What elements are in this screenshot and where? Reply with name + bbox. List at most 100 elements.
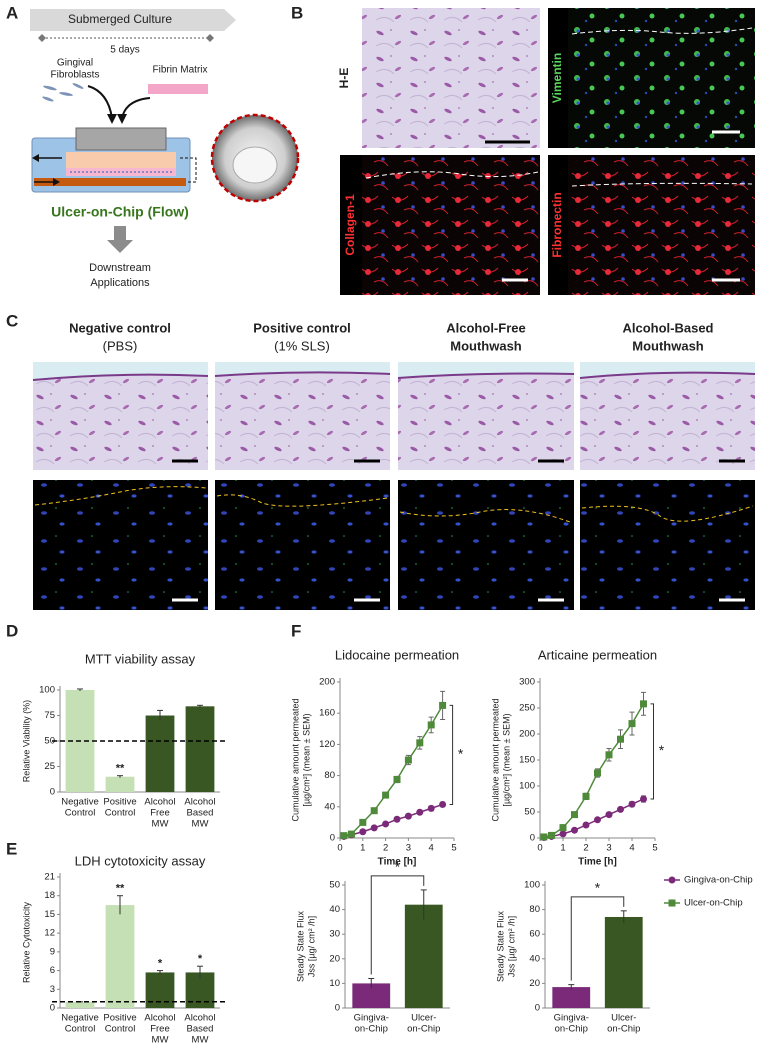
x-tick-label: Control	[105, 808, 136, 819]
shape	[42, 96, 54, 102]
bracket-label: *	[458, 746, 464, 762]
marker	[548, 831, 555, 839]
marker	[393, 815, 401, 823]
y-tick-label: 30	[329, 929, 340, 940]
bar	[604, 916, 643, 1008]
x-tick-label: 1	[360, 843, 365, 854]
y-axis-label: Jss [µg/ cm² /h]	[506, 916, 516, 977]
legend-marker	[668, 899, 676, 907]
x-tick-label: 2	[583, 843, 588, 854]
micrograph	[362, 8, 540, 148]
y-axis-label: Steady State Flux	[295, 910, 305, 982]
y-tick-label: 50	[524, 807, 535, 818]
x-tick-label: Alcohol	[184, 797, 215, 808]
x-tick-label: MW	[192, 1035, 209, 1046]
micrograph	[398, 362, 574, 470]
cells-label: Gingival	[57, 58, 93, 69]
marker	[640, 700, 647, 708]
output-label: Applications	[90, 277, 150, 289]
y-tick-label: 0	[50, 1003, 55, 1014]
marker	[571, 811, 578, 819]
marker	[559, 824, 567, 832]
x-tick-label: on-Chip	[555, 1024, 588, 1035]
cells-label: Fibroblasts	[51, 70, 100, 81]
shape	[72, 83, 84, 89]
stain-label: Vimentin	[550, 53, 564, 103]
y-axis-label: Cumulative amount permeated	[490, 698, 500, 821]
surface-line	[571, 182, 753, 187]
significance: **	[116, 883, 125, 895]
marker	[594, 816, 601, 824]
medium	[33, 362, 755, 380]
down-arrow	[107, 226, 133, 253]
y-tick-label: 0	[335, 1003, 340, 1014]
y-axis-label: Relative Cytotoxicity	[21, 901, 31, 983]
y-tick-label: 40	[329, 904, 340, 915]
x-axis-label: Time [h]	[378, 857, 417, 868]
x-tick-label: Alcohol	[144, 797, 175, 808]
y-tick-label: 0	[535, 1003, 540, 1014]
x-tick-label: 0	[537, 843, 542, 854]
y-axis-label: [µg/cm²] (mean ± SEM)	[301, 713, 311, 806]
chart-title: MTT viability assay	[85, 651, 196, 666]
x-tick-label: 5	[652, 843, 657, 854]
y-tick-label: 9	[50, 946, 55, 957]
y-tick-label: 300	[519, 677, 535, 688]
chart-title: Articaine permeation	[538, 647, 657, 662]
micrograph	[33, 362, 208, 470]
y-tick-label: 80	[529, 904, 540, 915]
condition-title: Negative control	[69, 320, 171, 335]
significance: **	[116, 763, 125, 775]
stain-label: Collagen-1	[343, 194, 357, 256]
flow-arrow-head	[53, 178, 60, 186]
label-strip	[340, 155, 362, 295]
x-tick-label: Free	[150, 1024, 170, 1035]
micrograph	[548, 8, 755, 148]
y-tick-label: 21	[44, 872, 55, 883]
marker	[582, 792, 590, 800]
x-tick-label: MW	[192, 819, 209, 830]
y-tick-label: 20	[329, 953, 340, 964]
y-axis-label: Relative Viability (%)	[21, 700, 31, 782]
y-tick-label: 100	[519, 781, 535, 792]
chip-photo-well	[232, 146, 278, 184]
surface-line	[571, 27, 753, 35]
y-tick-label: 150	[519, 755, 535, 766]
y-tick-label: 0	[50, 787, 55, 798]
bar	[185, 706, 215, 792]
marker	[370, 807, 378, 815]
marker	[404, 756, 412, 764]
scale-bars	[172, 459, 745, 602]
y-tick-label: 80	[324, 770, 335, 781]
arrows	[87, 85, 151, 119]
bracket	[370, 875, 425, 975]
condition-title: Mouthwash	[632, 338, 704, 353]
x-tick-label: MW	[152, 1035, 169, 1046]
matrix-swatch	[148, 84, 208, 94]
legend-label: Gingiva-on-Chip	[684, 875, 753, 886]
y-tick-label: 40	[324, 801, 335, 812]
marker	[416, 739, 424, 747]
series-line	[543, 703, 645, 838]
marker	[439, 701, 447, 709]
panel-label: A	[6, 3, 18, 22]
marker	[370, 824, 378, 832]
x-tick-label: Positive	[103, 797, 136, 808]
x-tick-label: Ulcer-	[411, 1013, 436, 1024]
x-axis-label: Time [h]	[578, 857, 617, 868]
marker	[382, 791, 390, 799]
condition-title: Mouthwash	[450, 338, 522, 353]
y-tick-label: 40	[529, 953, 540, 964]
y-tick-label: 100	[39, 685, 55, 696]
micrograph	[33, 480, 208, 610]
bar	[404, 904, 443, 1008]
micrograph	[580, 362, 755, 470]
x-tick-label: Gingiva-	[354, 1013, 389, 1024]
series-line	[343, 803, 443, 838]
y-tick-label: 200	[319, 677, 335, 688]
micrograph	[362, 155, 540, 295]
bar	[552, 987, 591, 1008]
condition-title: Positive control	[253, 320, 351, 335]
chart-title: Lidocaine permeation	[335, 647, 459, 662]
